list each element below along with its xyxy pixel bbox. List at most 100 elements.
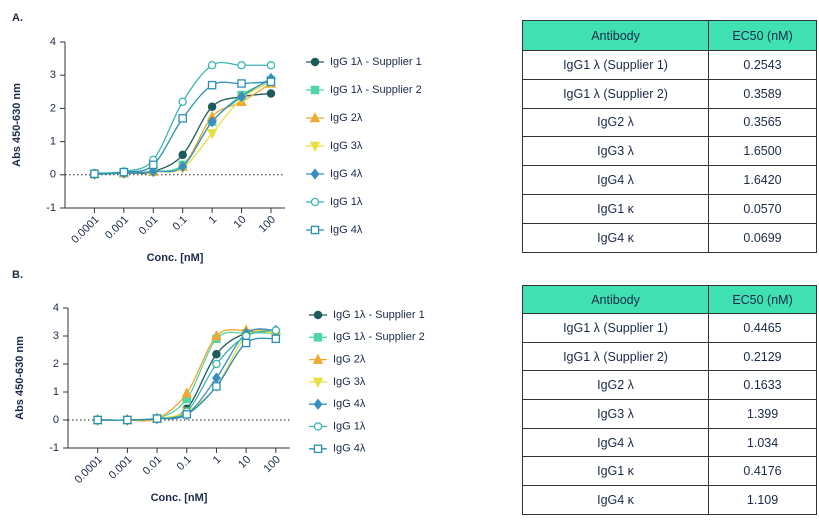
y-tick-label: 2 [53, 358, 59, 370]
marker [212, 382, 221, 391]
x-tick-label: 0.01 [137, 214, 161, 238]
table-row: IgG1 κ 0.0570 [521, 193, 817, 224]
marker [309, 111, 321, 123]
table-cell: 1.6420 [708, 165, 817, 195]
legend-label: IgG 1λ - Supplier 2 [330, 84, 422, 96]
marker [310, 197, 320, 207]
table-cell: IgG1 λ (Supplier 2) [521, 78, 710, 109]
y-tick-label: 4 [53, 302, 59, 314]
table-cell: 0.3589 [708, 78, 817, 109]
marker [313, 333, 323, 342]
x-tick-label: 0.1 [171, 214, 190, 233]
table-cell: 0.0699 [708, 222, 817, 253]
marker [207, 80, 217, 90]
table-cell: IgG1 λ (Supplier 1) [521, 50, 710, 80]
y-tick-label: 0 [53, 414, 59, 426]
table-row: IgG1 λ (Supplier 2) 0.3589 [521, 78, 817, 109]
table-row: IgG1 λ (Supplier 1) 0.4465 [521, 313, 817, 343]
y-tick-label: 3 [50, 69, 56, 81]
table-cell: IgG2 λ [521, 107, 710, 138]
marker [149, 160, 158, 170]
table-row: IgG3 λ 1.399 [521, 399, 817, 429]
x-tick-label: 10 [236, 454, 253, 471]
y-tick-label: 0 [50, 169, 56, 181]
table-cell: 0.3565 [708, 107, 817, 138]
x-tick-label: 0.0001 [69, 214, 101, 246]
marker [212, 349, 221, 359]
marker [237, 79, 246, 88]
y-tick-label: 4 [50, 36, 56, 48]
table-cell: IgG1 λ (Supplier 2) [521, 341, 710, 372]
table-cell: 0.4176 [708, 456, 817, 487]
marker [182, 410, 192, 419]
table-row: IgG1 κ 0.4176 [521, 456, 817, 487]
legend-label: IgG 2λ [330, 112, 363, 124]
table-cell: IgG1 κ [521, 456, 710, 487]
panel-label: B. [12, 269, 23, 281]
table-cell: 0.1633 [708, 370, 817, 401]
x-tick-label: 0.001 [107, 454, 135, 482]
marker [207, 102, 217, 111]
legend-label: IgG 3λ [330, 140, 363, 152]
table-row: IgG4 κ 1.109 [521, 485, 817, 515]
table-row: IgG2 λ 0.3565 [521, 107, 817, 138]
marker [237, 60, 246, 70]
legend-label: IgG 1λ [330, 196, 363, 208]
table-cell: IgG2 λ [521, 370, 710, 401]
table-cell: 0.2543 [708, 50, 817, 80]
legend-label: IgG 1λ - Supplier 2 [333, 331, 425, 343]
column-header: Antibody [521, 20, 710, 51]
table-cell: IgG4 λ [521, 427, 710, 458]
marker [266, 77, 276, 87]
table-cell: IgG4 κ [521, 222, 710, 253]
legend-label: IgG 1λ - Supplier 1 [333, 309, 425, 321]
x-tick-label: 0.0001 [73, 454, 105, 486]
marker [148, 165, 158, 178]
marker [90, 169, 99, 179]
legend-label: IgG 2λ [333, 354, 366, 366]
header-row: Antibody EC50 (nM) [521, 20, 817, 51]
marker [312, 353, 324, 364]
x-tick-label: 1 [206, 214, 219, 227]
x-tick-label: 0.001 [103, 214, 131, 242]
y-axis-label: Abs 450-630 nm [14, 336, 26, 420]
table-row: IgG4 λ 1.6420 [521, 165, 817, 195]
table-row: IgG3 λ 1.6500 [521, 136, 817, 167]
legend-label: IgG 4λ [333, 398, 366, 410]
marker [181, 387, 192, 398]
legend-label: IgG 4λ [330, 168, 363, 180]
marker [312, 377, 324, 388]
ec50-table: Antibody EC50 (nM) IgG1 λ (Supplier 1) 0.44… [521, 285, 817, 515]
marker [237, 91, 246, 103]
column-header: Antibody [521, 285, 710, 314]
marker [266, 60, 276, 70]
marker [178, 97, 187, 107]
y-tick-label: 1 [53, 386, 59, 398]
table-cell: IgG3 λ [521, 399, 710, 429]
marker [241, 331, 251, 341]
marker [310, 85, 320, 95]
marker [313, 422, 323, 431]
x-tick-label: 0.1 [175, 454, 194, 473]
x-tick-label: 10 [232, 214, 249, 231]
table-row: IgG4 λ 1.034 [521, 427, 817, 458]
marker [207, 60, 217, 70]
table-cell: 0.4465 [708, 313, 817, 343]
column-header: EC50 (nM) [708, 20, 817, 51]
legend-label: IgG 1λ - Supplier 1 [330, 56, 422, 68]
marker [309, 141, 321, 153]
table-row: IgG1 λ (Supplier 2) 0.2129 [521, 341, 817, 372]
marker [93, 415, 102, 425]
marker [206, 129, 218, 140]
legend-label: IgG 4λ [330, 224, 363, 236]
marker [123, 415, 132, 425]
y-axis-label: Abs 450-630 nm [11, 83, 23, 167]
x-tick-label: 100 [257, 214, 278, 235]
marker [152, 414, 162, 423]
marker [310, 168, 320, 180]
table-cell: IgG1 κ [521, 193, 710, 224]
x-axis-label: Conc. [nM] [151, 492, 208, 504]
marker [310, 225, 320, 235]
